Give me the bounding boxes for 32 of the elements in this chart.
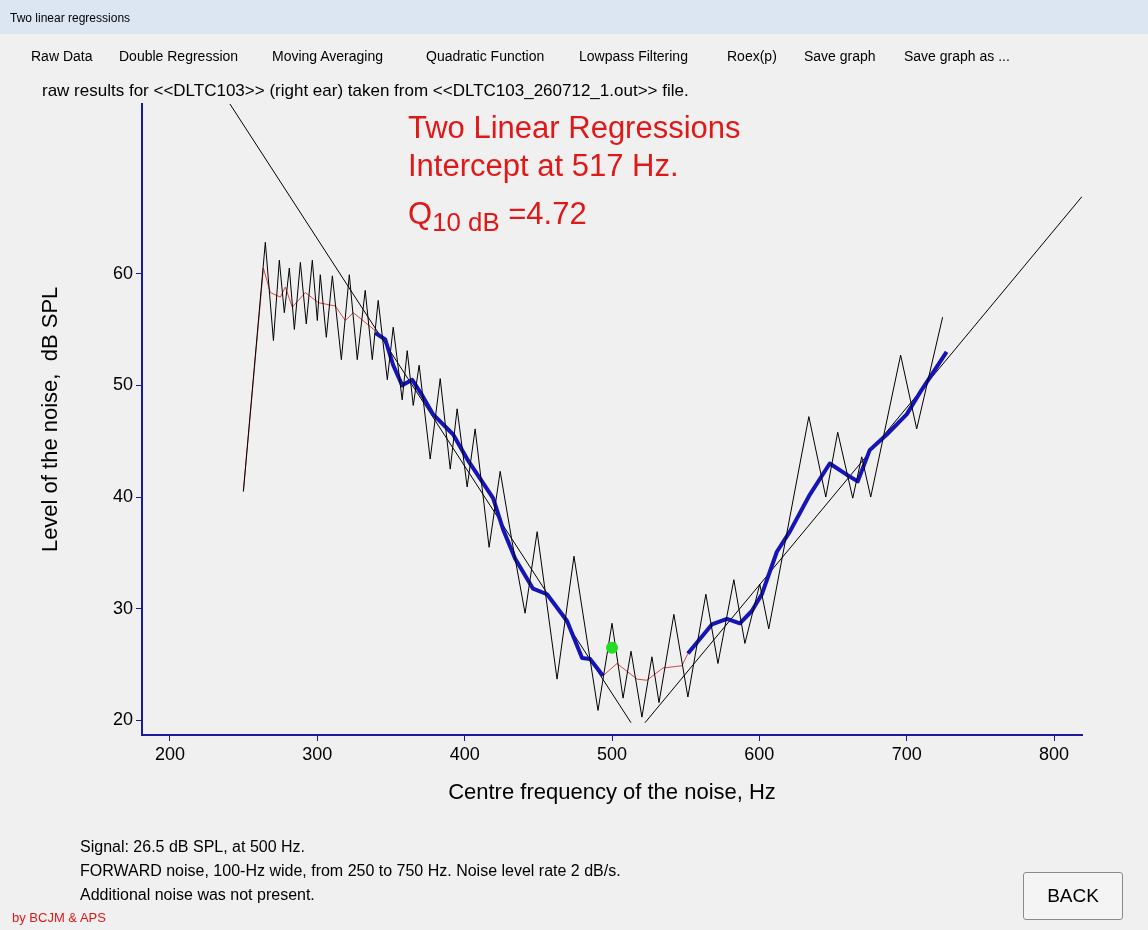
text: Moving Averaging bbox=[272, 48, 384, 64]
y-tick-label: 20 bbox=[112, 709, 133, 730]
y-tick-label: 40 bbox=[112, 486, 133, 507]
text: BACK bbox=[1023, 872, 1123, 920]
annotation: Q$_{10 dB}$ =4.72 bbox=[408, 196, 587, 238]
x-tick-label: 200 bbox=[154, 743, 186, 764]
y-tick-label: 50 bbox=[112, 374, 133, 395]
x-tick-label: 600 bbox=[744, 743, 775, 764]
text: Quadratic Function bbox=[426, 48, 545, 64]
y-tick-label: 30 bbox=[112, 597, 133, 618]
x-tick-label: 400 bbox=[449, 743, 480, 764]
text: Signal: 26.5 dB SPL, at 500 Hz. bbox=[80, 838, 306, 856]
text: Two linear regressions bbox=[10, 11, 131, 25]
chart-title: Two Linear Regressions bbox=[408, 110, 741, 146]
text: Save graph bbox=[804, 48, 876, 64]
text: Intercept at 517 Hz. bbox=[408, 148, 679, 184]
x-tick-label: 300 bbox=[302, 743, 333, 764]
x-tick-label: 800 bbox=[1038, 743, 1070, 764]
x-tick-label: 700 bbox=[891, 743, 922, 764]
text: FORWARD noise, 100-Hz wide, from 250 to 750 Hz. Noise level rate 2 dB/s. bbox=[80, 862, 621, 880]
text: by BCJM & APS bbox=[12, 910, 106, 925]
text: raw results for <<DLTC103>> (right ear) taken from <<DLTC103_260712_1.out>> file. bbox=[42, 81, 689, 101]
text: Save graph as ... bbox=[904, 48, 1010, 64]
text: Additional noise was not present. bbox=[80, 886, 315, 904]
text: Double Regression bbox=[119, 48, 239, 64]
text: Roex(p) bbox=[727, 48, 777, 64]
text: Raw Data bbox=[31, 48, 93, 64]
text: Lowpass Filtering bbox=[579, 48, 688, 64]
x-tick-label: 500 bbox=[596, 743, 628, 764]
x-axis-title: Centre frequency of the noise, Hz bbox=[448, 778, 776, 804]
y-tick-label: 60 bbox=[112, 262, 133, 283]
y-axis-title: Level of the noise, dB SPL bbox=[37, 286, 63, 553]
